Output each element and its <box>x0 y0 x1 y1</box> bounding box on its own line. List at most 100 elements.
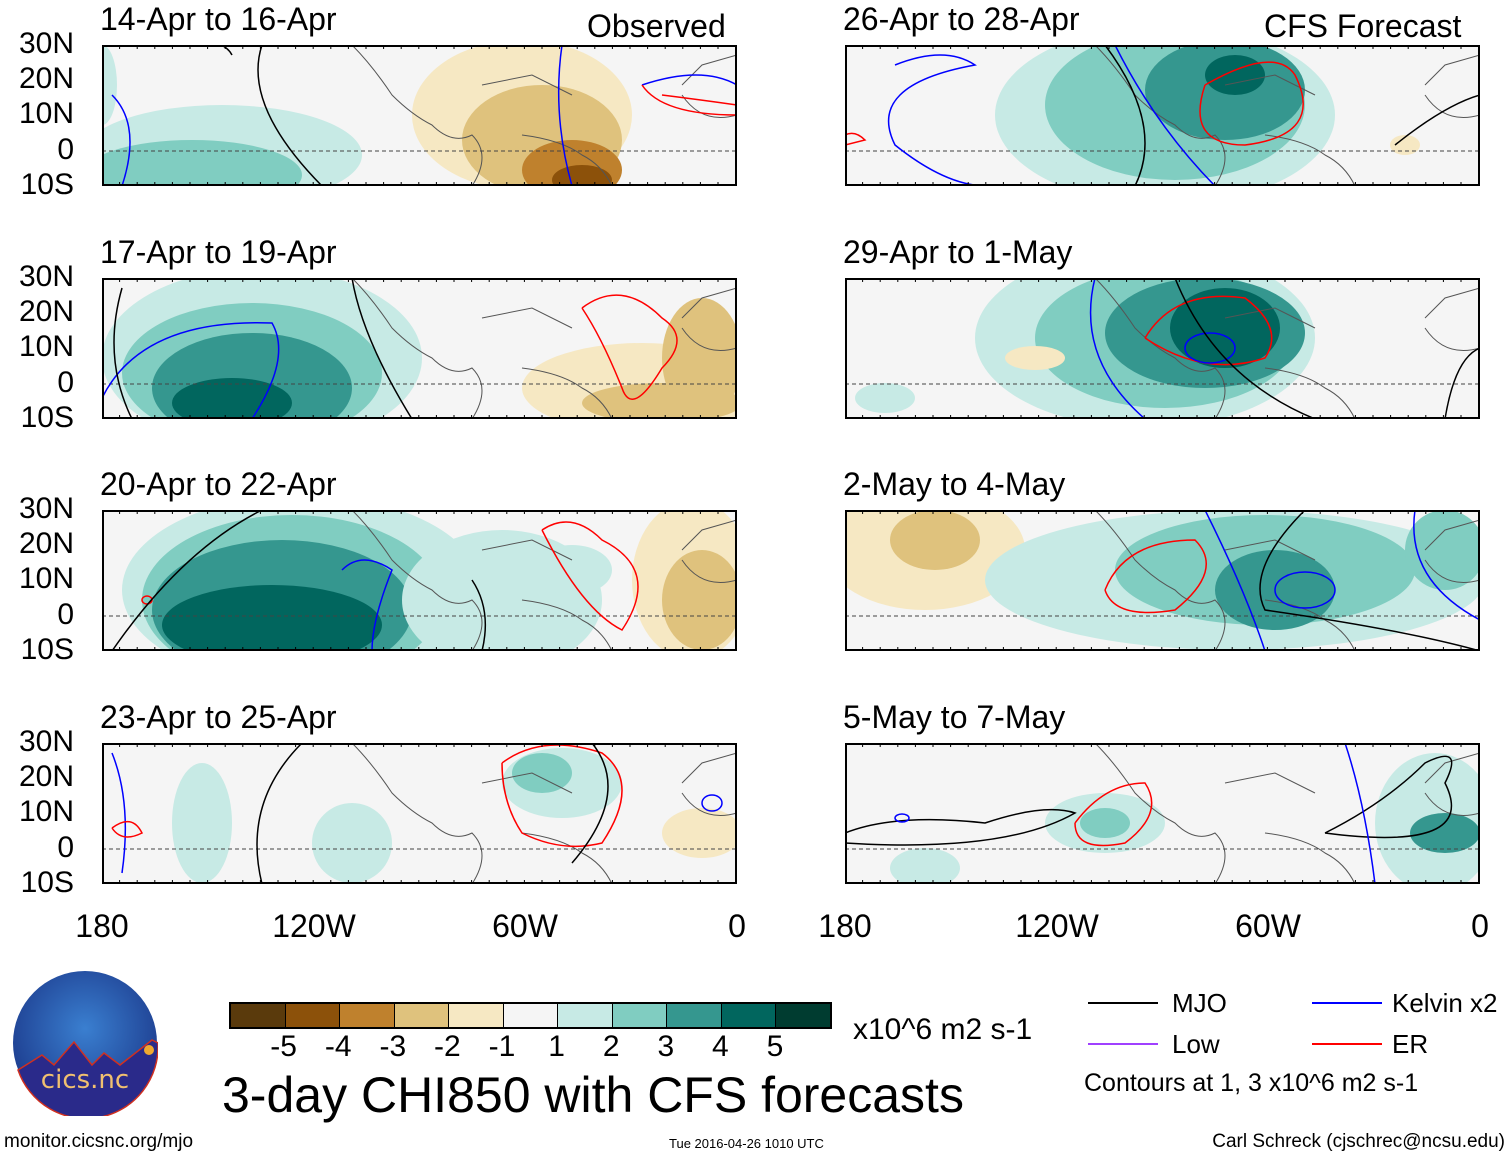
wave-contour <box>1104 539 1207 614</box>
panel-title: 29-Apr to 1-May <box>843 234 1073 270</box>
coastline <box>1094 278 1480 419</box>
lat-label: 0 <box>57 366 74 399</box>
chi-anomaly-region <box>312 803 392 883</box>
wave-contour <box>1394 94 1480 146</box>
lat-label: 10N <box>18 97 74 130</box>
chi-anomaly-region <box>1170 288 1280 368</box>
colorbar-tick-label: -5 <box>270 1030 297 1063</box>
chi-anomaly-region <box>890 510 980 570</box>
lat-label: 0 <box>57 598 74 631</box>
chi-anomaly-region <box>512 753 572 793</box>
chi-anomaly-region <box>102 140 302 186</box>
lat-label: 20N <box>18 62 74 95</box>
panel-frame <box>102 510 737 651</box>
colorbar-swatch <box>231 1004 286 1027</box>
colorbar-swatch <box>558 1004 613 1027</box>
colorbar-swatch <box>449 1004 504 1027</box>
cics-logo: cics.nc <box>13 971 158 1116</box>
colorbar <box>229 1002 832 1029</box>
wave-contour <box>113 287 133 419</box>
legend-line-mjo <box>1088 1002 1158 1004</box>
wave-contour <box>1274 571 1336 609</box>
legend-label-kelvin: Kelvin x2 <box>1392 988 1498 1018</box>
map-panel <box>845 45 1480 186</box>
colorbar-tick-label: 2 <box>602 1030 620 1063</box>
panel-title: 14-Apr to 16-Apr <box>100 1 337 37</box>
wave-contour <box>1413 510 1480 621</box>
panel-title: 20-Apr to 22-Apr <box>100 466 337 502</box>
legend-label-low: Low <box>1172 1029 1220 1059</box>
chi-anomaly-region <box>1205 55 1265 95</box>
map-panel <box>102 743 737 884</box>
wave-contour <box>111 94 131 186</box>
legend-line-kelvin <box>1312 1002 1382 1004</box>
lat-label: 20N <box>18 295 74 328</box>
figure-title: 3-day CHI850 with CFS forecasts <box>222 1067 964 1123</box>
colorbar-swatch <box>503 1004 558 1027</box>
colorbar-tick-label: -1 <box>488 1030 516 1063</box>
chi-anomaly-region <box>1005 346 1065 370</box>
map-panel <box>845 743 1480 884</box>
wave-contour <box>887 54 986 186</box>
panel-frame <box>845 278 1480 419</box>
wave-contour <box>341 559 393 651</box>
coastline <box>351 278 737 419</box>
colorbar-tick-label: 1 <box>548 1030 565 1063</box>
footer-url[interactable]: monitor.cicsnc.org/mjo <box>4 1131 194 1152</box>
lon-label: 180 <box>818 908 872 944</box>
coastline <box>1094 510 1480 651</box>
lat-label: 0 <box>57 831 74 864</box>
legend-label-er: ER <box>1392 1029 1429 1059</box>
lat-label: 10N <box>18 795 74 828</box>
lon-label: 120W <box>1015 908 1099 944</box>
wave-contour <box>351 278 413 419</box>
panel-frame <box>102 45 737 186</box>
colorbar-tick-label: 5 <box>766 1030 784 1063</box>
wave-contour <box>641 74 737 86</box>
lon-label: 60W <box>1235 908 1301 944</box>
wave-contour <box>845 132 867 146</box>
colorbar-swatch <box>340 1004 395 1027</box>
colorbar-swatch <box>776 1004 830 1027</box>
panel-title: 26-Apr to 28-Apr <box>843 1 1080 37</box>
wave-contour <box>845 808 1077 846</box>
chi-anomaly-region <box>662 808 737 858</box>
wave-contour <box>257 45 323 186</box>
wave-contour <box>1184 332 1236 364</box>
chi-anomaly-region <box>1405 510 1480 590</box>
lat-label: 10S <box>20 633 74 666</box>
footer-timestamp: Tue 2016-04-26 1010 UTC <box>669 1136 824 1151</box>
wave-contour <box>111 752 127 874</box>
panel-frame <box>845 510 1480 651</box>
wave-contour <box>581 294 678 400</box>
wave-contour <box>541 521 639 631</box>
lon-label: 120W <box>272 908 356 944</box>
wave-contour <box>471 579 487 651</box>
wave-contour <box>557 45 573 186</box>
lon-label: 0 <box>1471 908 1489 944</box>
chi-anomaly-region <box>1080 808 1130 838</box>
map-panel <box>845 278 1480 419</box>
wave-contour <box>501 744 623 848</box>
wave-contour <box>1324 755 1453 839</box>
chi-anomaly-region <box>890 848 960 884</box>
colorbar-swatch <box>667 1004 722 1027</box>
wave-contour <box>1104 45 1146 186</box>
chi-anomaly-region <box>1410 813 1480 853</box>
map-panel <box>102 278 737 419</box>
wave-contour <box>1199 61 1304 146</box>
lon-label: 60W <box>492 908 558 944</box>
legend-line-low <box>1088 1043 1158 1045</box>
chi-anomaly-region <box>172 763 232 883</box>
wave-contour <box>1259 510 1480 651</box>
colorbar-tick-label: -3 <box>379 1030 407 1063</box>
chi-anomaly-region <box>172 378 292 419</box>
colorbar-tick-label: 4 <box>712 1030 729 1063</box>
colorbar-swatch <box>721 1004 776 1027</box>
legend-label-mjo: MJO <box>1172 988 1227 1018</box>
colorbar-swatch <box>612 1004 667 1027</box>
panel-frame <box>845 45 1480 186</box>
chi-anomaly-region <box>552 165 612 186</box>
lat-label: 10S <box>20 866 74 899</box>
